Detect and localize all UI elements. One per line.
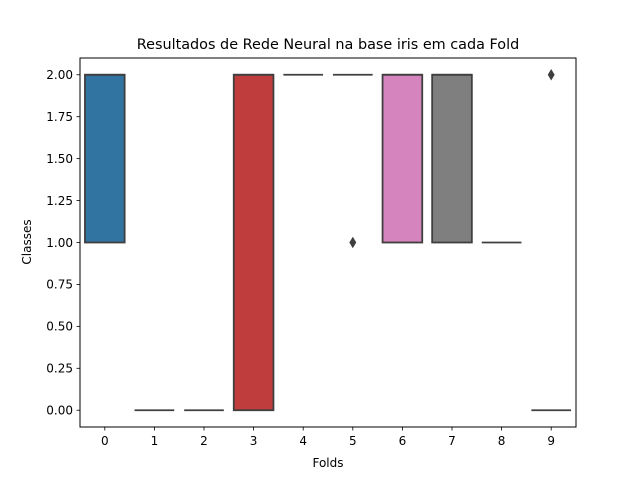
x-tick-label: 3: [250, 434, 258, 448]
box-iqr: [232, 73, 275, 412]
x-tick-label: 4: [299, 434, 307, 448]
box-fold-6: [381, 73, 424, 244]
x-axis: 0 1 2 3 4 5 6 7 8 9: [101, 427, 555, 448]
outlier-point: [547, 68, 555, 81]
box-iqr: [431, 73, 473, 244]
box-fold-9: [531, 68, 572, 412]
y-tick-label: 1.00: [46, 236, 73, 250]
x-tick-label: 0: [101, 434, 109, 448]
x-tick-label: 7: [448, 434, 456, 448]
y-tick-label: 1.25: [46, 194, 73, 208]
y-tick-label: 0.75: [46, 278, 73, 292]
y-tick-label: 0.00: [46, 404, 73, 418]
x-tick-label: 5: [349, 434, 357, 448]
y-axis: 0.00 0.25 0.50 0.75 1.00 1.25 1.50 1.75 2.00: [46, 68, 80, 418]
outlier-point: [349, 236, 357, 249]
plot-area: [84, 68, 572, 412]
box-iqr: [84, 73, 126, 244]
x-tick-label: 6: [399, 434, 407, 448]
y-axis-label: Classes: [20, 219, 34, 264]
y-tick-label: 2.00: [46, 68, 73, 82]
x-tick-label: 2: [200, 434, 208, 448]
chart-title: Resultados de Rede Neural na base iris e…: [137, 37, 519, 53]
x-axis-label: Folds: [312, 456, 343, 470]
x-tick-label: 9: [547, 434, 555, 448]
box-fold-5: [332, 73, 373, 249]
box-fold-7: [431, 73, 473, 244]
y-tick-label: 0.50: [46, 320, 73, 334]
box-iqr: [381, 73, 424, 244]
y-tick-label: 1.75: [46, 110, 73, 124]
y-tick-label: 1.50: [46, 152, 73, 166]
box-fold-0: [84, 73, 126, 244]
y-tick-label: 0.25: [46, 362, 73, 376]
x-tick-label: 1: [151, 434, 159, 448]
x-tick-label: 8: [498, 434, 506, 448]
box-fold-3: [232, 73, 275, 412]
